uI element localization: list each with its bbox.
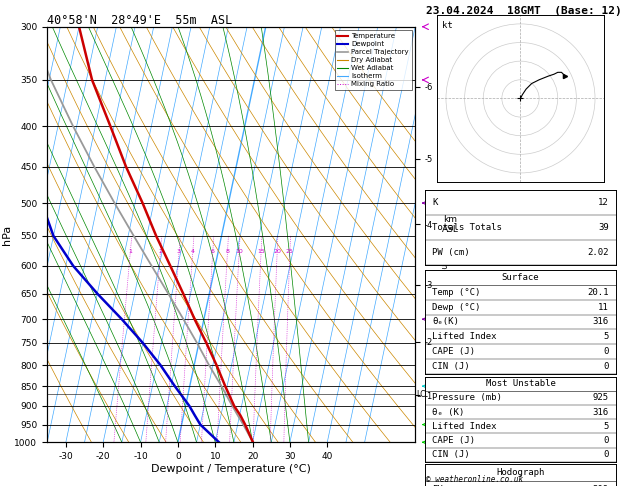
Text: 25: 25 bbox=[286, 249, 294, 254]
Text: 4: 4 bbox=[191, 249, 194, 254]
Text: 23.04.2024  18GMT  (Base: 12): 23.04.2024 18GMT (Base: 12) bbox=[426, 6, 622, 16]
Text: 10: 10 bbox=[235, 249, 243, 254]
Text: Mixing Ratio (g/kg): Mixing Ratio (g/kg) bbox=[439, 248, 448, 321]
Text: Dewp (°C): Dewp (°C) bbox=[432, 303, 481, 312]
Text: 40°58'N  28°49'E  55m  ASL: 40°58'N 28°49'E 55m ASL bbox=[47, 14, 233, 27]
Text: 209: 209 bbox=[593, 485, 609, 486]
Text: θₑ (K): θₑ (K) bbox=[432, 408, 464, 417]
Text: 0: 0 bbox=[603, 362, 609, 371]
Text: 1: 1 bbox=[128, 249, 132, 254]
Text: 0: 0 bbox=[603, 450, 609, 459]
Text: 3: 3 bbox=[177, 249, 181, 254]
Text: 8: 8 bbox=[225, 249, 230, 254]
Text: 0: 0 bbox=[603, 347, 609, 356]
Text: K: K bbox=[432, 198, 438, 207]
Y-axis label: km
ASL: km ASL bbox=[442, 215, 459, 235]
Text: 0: 0 bbox=[603, 436, 609, 445]
Text: Pressure (mb): Pressure (mb) bbox=[432, 393, 502, 402]
Text: Lifted Index: Lifted Index bbox=[432, 332, 497, 341]
Text: Most Unstable: Most Unstable bbox=[486, 379, 555, 388]
Text: 316: 316 bbox=[593, 317, 609, 327]
Text: © weatheronline.co.uk: © weatheronline.co.uk bbox=[426, 474, 523, 484]
Text: CIN (J): CIN (J) bbox=[432, 450, 470, 459]
Text: CAPE (J): CAPE (J) bbox=[432, 347, 476, 356]
Text: 316: 316 bbox=[593, 408, 609, 417]
Text: 20: 20 bbox=[273, 249, 281, 254]
Text: θₑ(K): θₑ(K) bbox=[432, 317, 459, 327]
Text: Hodograph: Hodograph bbox=[496, 468, 545, 477]
Text: LCL: LCL bbox=[416, 390, 430, 399]
Text: CAPE (J): CAPE (J) bbox=[432, 436, 476, 445]
Legend: Temperature, Dewpoint, Parcel Trajectory, Dry Adiabat, Wet Adiabat, Isotherm, Mi: Temperature, Dewpoint, Parcel Trajectory… bbox=[335, 30, 411, 90]
Text: 12: 12 bbox=[598, 198, 609, 207]
Text: 15: 15 bbox=[257, 249, 265, 254]
Text: 2.02: 2.02 bbox=[587, 248, 609, 257]
Text: EH: EH bbox=[432, 485, 443, 486]
Text: kt: kt bbox=[442, 20, 453, 30]
Text: 11: 11 bbox=[598, 303, 609, 312]
Text: Temp (°C): Temp (°C) bbox=[432, 288, 481, 296]
Text: 2: 2 bbox=[159, 249, 162, 254]
Text: 39: 39 bbox=[598, 223, 609, 232]
Text: CIN (J): CIN (J) bbox=[432, 362, 470, 371]
Text: Surface: Surface bbox=[502, 273, 539, 282]
X-axis label: Dewpoint / Temperature (°C): Dewpoint / Temperature (°C) bbox=[151, 464, 311, 474]
Text: 20.1: 20.1 bbox=[587, 288, 609, 296]
Text: Totals Totals: Totals Totals bbox=[432, 223, 502, 232]
Text: 5: 5 bbox=[603, 422, 609, 431]
Y-axis label: hPa: hPa bbox=[2, 225, 12, 244]
Text: PW (cm): PW (cm) bbox=[432, 248, 470, 257]
Text: 5: 5 bbox=[603, 332, 609, 341]
Text: 6: 6 bbox=[211, 249, 214, 254]
Text: Lifted Index: Lifted Index bbox=[432, 422, 497, 431]
Text: 925: 925 bbox=[593, 393, 609, 402]
